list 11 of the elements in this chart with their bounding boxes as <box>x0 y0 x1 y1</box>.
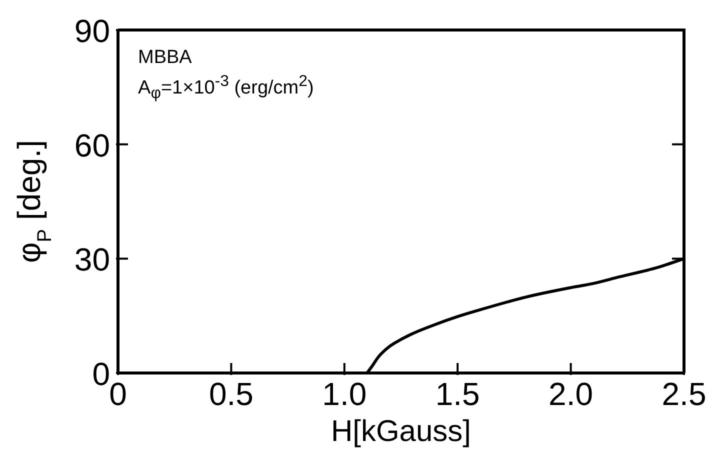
y-tick-label: 90 <box>74 13 110 49</box>
x-tick-label: 0.5 <box>208 376 254 412</box>
x-tick-label: 2.0 <box>548 376 594 412</box>
x-tick-label: 2.5 <box>662 376 706 412</box>
y-tick-label: 60 <box>74 127 110 164</box>
x-axis-title: H[kGauss] <box>330 415 472 448</box>
annotation: MBBA <box>138 46 193 70</box>
x-tick-label: 1.5 <box>435 376 480 412</box>
annotation: A$_{φ}$=1×10$^{-3}$ (erg/cm$^{2}$) <box>138 72 314 104</box>
x-tick-label: 1.0 <box>322 376 367 412</box>
y-tick-label: 30 <box>74 242 110 278</box>
